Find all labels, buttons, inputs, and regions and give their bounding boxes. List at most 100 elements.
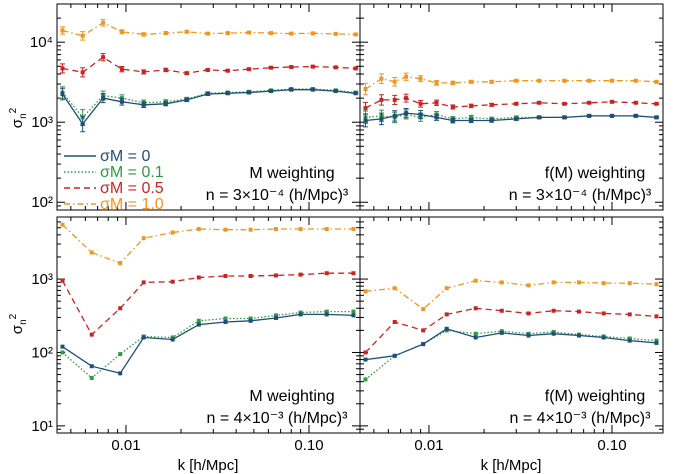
data-point-s0: [248, 318, 253, 323]
data-point-s0: [141, 102, 146, 107]
data-point-s05: [223, 274, 228, 279]
data-point-s10: [289, 31, 294, 36]
annotation-weighting: M weighting: [249, 165, 334, 182]
data-point-s05: [118, 306, 123, 311]
data-point-s0: [654, 115, 659, 120]
data-point-s0: [469, 118, 474, 123]
data-point-s05: [499, 308, 504, 313]
data-point-s10: [473, 278, 478, 283]
data-point-s01: [60, 350, 65, 355]
data-point-s05: [363, 350, 368, 355]
y-axis-label-top-sup: 2: [8, 107, 19, 113]
panel-frame-top-right: [359, 3, 664, 211]
series-line-s01: [365, 113, 657, 120]
y-axis-label-bottom-sub: n: [18, 319, 29, 325]
data-point-s0: [225, 91, 230, 96]
data-point-s10: [363, 289, 368, 294]
data-point-s0: [421, 342, 426, 347]
data-point-s10: [89, 250, 94, 255]
data-point-s10: [118, 261, 123, 266]
data-point-s10: [298, 227, 303, 232]
data-point-s0: [205, 92, 210, 97]
data-point-s01: [654, 338, 659, 343]
data-point-s01: [248, 316, 253, 321]
panel-bottom-right: 0.01 0.10 f(M) weighting n = 4×10⁻³ (h/Mpc)…: [359, 216, 664, 454]
data-point-s0: [89, 364, 94, 369]
y-tick-label: 10²: [31, 344, 53, 361]
data-point-s10: [418, 76, 423, 81]
data-point-s0: [434, 115, 439, 120]
y-tick-label: 10³: [31, 271, 53, 288]
data-point-s10: [205, 31, 210, 36]
data-point-s10: [333, 31, 338, 36]
y-axis-label-bottom: σn2: [8, 313, 29, 334]
data-point-s10: [609, 78, 614, 83]
data-point-s10: [141, 236, 146, 241]
data-point-s0: [163, 101, 168, 106]
y-tick-label: 10³: [31, 114, 53, 131]
data-point-s05: [404, 96, 409, 101]
data-point-s05: [654, 314, 659, 319]
data-point-s0: [514, 116, 519, 121]
annotation-density: n = 3×10⁻⁴ (h/Mpc)³: [206, 187, 349, 204]
data-point-s0: [170, 337, 175, 342]
data-point-s0: [654, 340, 659, 345]
data-point-s05: [609, 99, 614, 104]
data-point-s05: [469, 103, 474, 108]
data-point-s0: [324, 312, 329, 317]
data-point-s05: [170, 279, 175, 284]
data-point-s05: [379, 97, 384, 102]
data-point-s05: [587, 100, 592, 105]
data-point-s0: [499, 330, 504, 335]
data-point-s10: [119, 29, 124, 34]
data-point-s10: [170, 230, 175, 235]
annotation-weighting: f(M) weighting: [545, 388, 645, 405]
data-point-s10: [101, 20, 106, 25]
panel-bottom-left: 10¹ 10² 10³ 0.01 0.10 M weighting n = 4×10⁻³ (…: [31, 216, 361, 454]
data-point-s05: [444, 312, 449, 317]
data-point-s10: [601, 281, 606, 286]
data-point-s05: [196, 275, 201, 280]
data-point-s10: [353, 32, 358, 37]
data-point-s10: [310, 31, 315, 36]
data-point-s10: [450, 80, 455, 85]
data-point-s05: [551, 308, 556, 313]
series-line-s05: [61, 272, 354, 336]
data-point-s0: [473, 335, 478, 340]
series-line-s0: [62, 313, 354, 375]
data-point-s01: [363, 377, 368, 382]
data-point-s05: [60, 66, 65, 71]
legend-label-s10: σM = 1.0: [100, 196, 164, 213]
data-point-s01: [118, 352, 123, 357]
data-point-s05: [654, 101, 659, 106]
data-point-s05: [526, 311, 531, 316]
data-point-s0: [562, 115, 567, 120]
y-axis-label-bottom-symbol: σ: [9, 324, 26, 334]
data-point-s0: [119, 99, 124, 104]
data-point-s0: [223, 319, 228, 324]
data-point-s05: [473, 306, 478, 311]
data-point-s0: [298, 312, 303, 317]
data-point-s05: [450, 104, 455, 109]
data-point-s10: [537, 78, 542, 83]
data-point-s10: [526, 283, 531, 288]
data-point-s10: [499, 280, 504, 285]
data-point-s0: [601, 335, 606, 340]
data-point-s10: [654, 79, 659, 84]
data-point-s05: [163, 67, 168, 72]
data-point-s10: [246, 30, 251, 35]
legend-label-s05: σM = 0.5: [100, 180, 164, 197]
data-point-s05: [418, 101, 423, 106]
data-point-s05: [576, 309, 581, 314]
data-point-s0: [587, 113, 592, 118]
data-point-s05: [141, 69, 146, 74]
data-point-s05: [273, 273, 278, 278]
data-point-s05: [289, 64, 294, 69]
data-point-s05: [298, 272, 303, 277]
data-point-s05: [141, 280, 146, 285]
data-point-s0: [609, 113, 614, 118]
data-point-s01: [170, 335, 175, 340]
data-point-s0: [141, 335, 146, 340]
data-point-s10: [248, 227, 253, 232]
series-group-top-left: [59, 18, 359, 133]
